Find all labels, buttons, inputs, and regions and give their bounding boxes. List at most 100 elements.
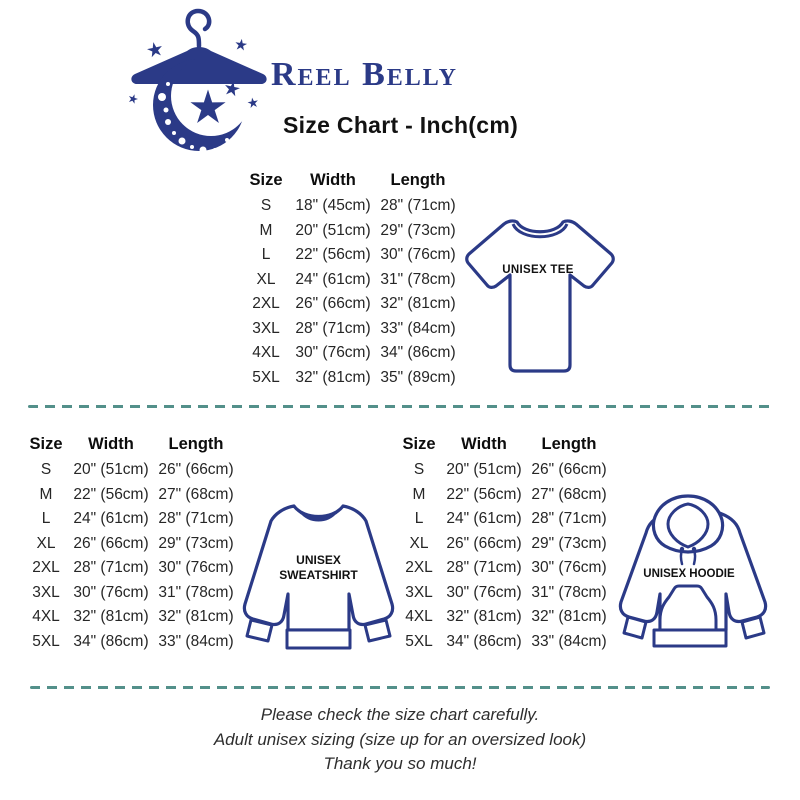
length-cell: 30" (76cm) bbox=[380, 246, 456, 264]
size-cell: 2XL bbox=[32, 559, 60, 577]
table-row: 4XL 32" (81cm) 32" (81cm) bbox=[22, 605, 240, 630]
hoodie-size-table: Size Width Length S 20" (51cm) 26" (66cm) … bbox=[395, 432, 613, 654]
size-cell: 4XL bbox=[405, 608, 433, 626]
column-header-length: Length bbox=[541, 434, 597, 453]
length-cell: 32" (81cm) bbox=[158, 608, 234, 626]
table-row: 5XL 34" (86cm) 33" (84cm) bbox=[22, 630, 240, 655]
star-icon bbox=[128, 38, 258, 123]
tee-size-table: Size Width Length S 18" (45cm) 28" (71cm) … bbox=[242, 168, 460, 390]
length-cell: 32" (81cm) bbox=[531, 608, 607, 626]
width-cell: 20" (51cm) bbox=[295, 221, 371, 239]
length-cell: 29" (73cm) bbox=[158, 534, 234, 552]
length-cell: 29" (73cm) bbox=[380, 221, 456, 239]
column-header-length: Length bbox=[390, 170, 446, 189]
column-header-width: Width bbox=[461, 434, 507, 453]
size-cell: 4XL bbox=[252, 344, 280, 362]
width-cell: 20" (51cm) bbox=[446, 461, 522, 479]
width-cell: 34" (86cm) bbox=[446, 632, 522, 650]
footer-line: Thank you so much! bbox=[323, 754, 477, 773]
length-cell: 27" (68cm) bbox=[531, 485, 607, 503]
size-cell: 3XL bbox=[32, 583, 60, 601]
table-row: 3XL 30" (76cm) 31" (78cm) bbox=[22, 581, 240, 606]
column-header-width: Width bbox=[310, 170, 356, 189]
width-cell: 24" (61cm) bbox=[73, 510, 149, 528]
length-cell: 33" (84cm) bbox=[158, 632, 234, 650]
width-cell: 30" (76cm) bbox=[295, 344, 371, 362]
table-row: 2XL 28" (71cm) 30" (76cm) bbox=[395, 556, 613, 581]
table-row: L 24" (61cm) 28" (71cm) bbox=[22, 507, 240, 532]
width-cell: 28" (71cm) bbox=[446, 559, 522, 577]
size-cell: S bbox=[40, 461, 52, 479]
size-cell: M bbox=[412, 485, 426, 503]
width-cell: 24" (61cm) bbox=[295, 270, 371, 288]
dashed-divider bbox=[30, 686, 770, 689]
width-cell: 28" (71cm) bbox=[295, 319, 371, 337]
hanger-hook-icon bbox=[185, 8, 212, 49]
table-row: XL 24" (61cm) 31" (78cm) bbox=[242, 268, 460, 293]
size-cell: 5XL bbox=[405, 632, 433, 650]
tee-illustration: UNISEX TEE bbox=[453, 212, 623, 377]
column-header-width: Width bbox=[88, 434, 134, 453]
table-header-row: Size Width Length bbox=[242, 168, 460, 192]
size-cell: S bbox=[260, 197, 272, 215]
width-cell: 20" (51cm) bbox=[73, 461, 149, 479]
width-cell: 18" (45cm) bbox=[295, 197, 371, 215]
size-cell: XL bbox=[36, 534, 56, 552]
length-cell: 31" (78cm) bbox=[158, 583, 234, 601]
brand-logo-icon bbox=[128, 8, 267, 154]
table-row: L 24" (61cm) 28" (71cm) bbox=[395, 507, 613, 532]
size-cell: S bbox=[413, 461, 425, 479]
size-cell: M bbox=[39, 485, 53, 503]
size-cell: 5XL bbox=[252, 368, 280, 386]
sweatshirt-illustration-label: UNISEX SWEATSHIRT bbox=[279, 553, 358, 582]
table-row: M 22" (56cm) 27" (68cm) bbox=[22, 483, 240, 508]
width-cell: 30" (76cm) bbox=[73, 583, 149, 601]
table-row: XL 26" (66cm) 29" (73cm) bbox=[22, 532, 240, 557]
column-header-size: Size bbox=[402, 434, 436, 453]
footer-line: Please check the size chart carefully. bbox=[260, 705, 540, 724]
width-cell: 30" (76cm) bbox=[446, 583, 522, 601]
page-title: Size Chart - Inch(cm) bbox=[283, 112, 519, 138]
table-row: 5XL 34" (86cm) 33" (84cm) bbox=[395, 630, 613, 655]
table-row: 4XL 30" (76cm) 34" (86cm) bbox=[242, 341, 460, 366]
table-row: 3XL 28" (71cm) 33" (84cm) bbox=[242, 317, 460, 342]
size-cell: 5XL bbox=[32, 632, 60, 650]
size-cell: 2XL bbox=[252, 295, 280, 313]
table-row: 2XL 28" (71cm) 30" (76cm) bbox=[22, 556, 240, 581]
length-cell: 28" (71cm) bbox=[531, 510, 607, 528]
width-cell: 22" (56cm) bbox=[73, 485, 149, 503]
table-row: S 20" (51cm) 26" (66cm) bbox=[22, 458, 240, 483]
size-cell: XL bbox=[256, 270, 276, 288]
footer-line: Adult unisex sizing (size up for an over… bbox=[213, 729, 587, 749]
width-cell: 26" (66cm) bbox=[446, 534, 522, 552]
size-cell: 3XL bbox=[405, 583, 433, 601]
tee-illustration-label: UNISEX TEE bbox=[502, 264, 574, 276]
width-cell: 32" (81cm) bbox=[295, 368, 371, 386]
length-cell: 28" (71cm) bbox=[380, 197, 456, 215]
table-row: M 20" (51cm) 29" (73cm) bbox=[242, 219, 460, 244]
table-row: XL 26" (66cm) 29" (73cm) bbox=[395, 532, 613, 557]
moon-crater-dots bbox=[158, 82, 229, 154]
hoodie-illustration: UNISEX HOODIE bbox=[608, 490, 770, 660]
length-cell: 33" (84cm) bbox=[380, 319, 456, 337]
table-header-row: Size Width Length bbox=[22, 432, 240, 456]
width-cell: 26" (66cm) bbox=[73, 534, 149, 552]
size-cell: L bbox=[261, 246, 271, 264]
length-cell: 28" (71cm) bbox=[158, 510, 234, 528]
length-cell: 31" (78cm) bbox=[531, 583, 607, 601]
table-row: S 20" (51cm) 26" (66cm) bbox=[395, 458, 613, 483]
length-cell: 34" (86cm) bbox=[380, 344, 456, 362]
hoodie-illustration-label: UNISEX HOODIE bbox=[643, 568, 735, 580]
dashed-divider bbox=[28, 405, 772, 408]
column-header-size: Size bbox=[249, 170, 283, 189]
width-cell: 26" (66cm) bbox=[295, 295, 371, 313]
hoodie-outline-icon bbox=[618, 494, 768, 648]
width-cell: 32" (81cm) bbox=[446, 608, 522, 626]
table-row: 2XL 26" (66cm) 32" (81cm) bbox=[242, 292, 460, 317]
size-cell: L bbox=[414, 510, 424, 528]
column-header-length: Length bbox=[168, 434, 224, 453]
length-cell: 31" (78cm) bbox=[380, 270, 456, 288]
sweatshirt-illustration: UNISEX SWEATSHIRT bbox=[231, 492, 406, 657]
sweatshirt-outline-icon bbox=[242, 504, 395, 650]
